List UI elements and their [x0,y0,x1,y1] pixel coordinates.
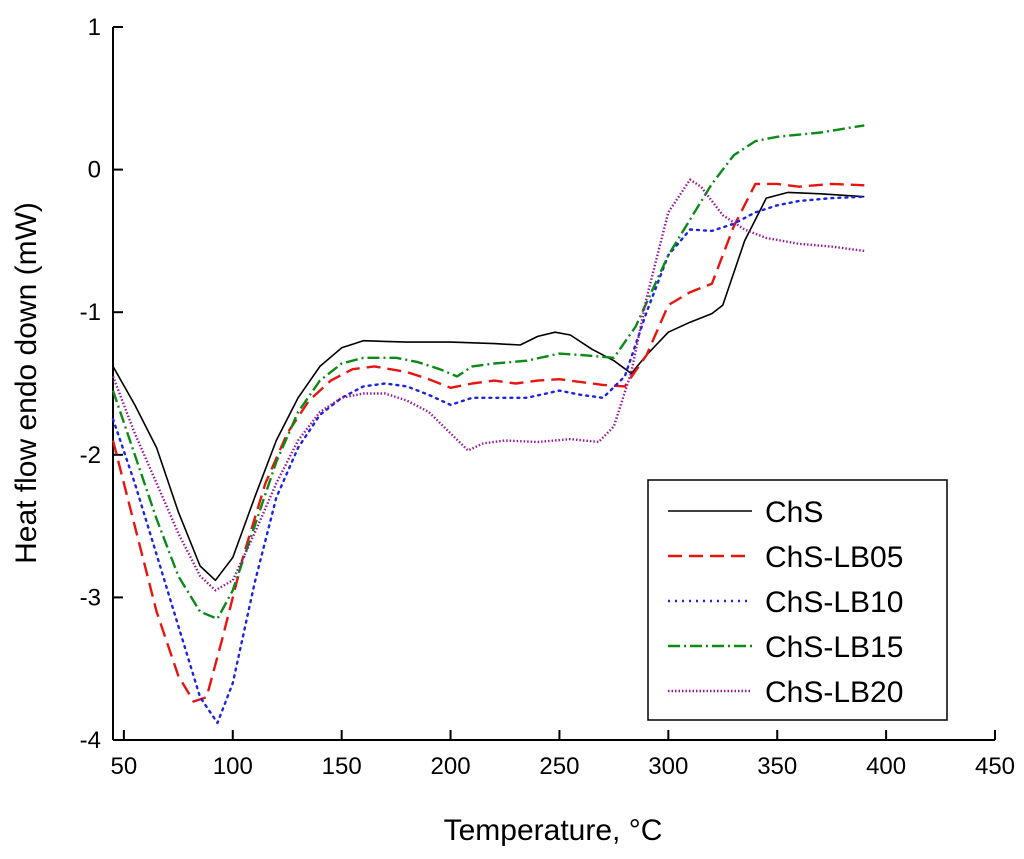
y-tick-label: -2 [80,442,101,469]
series-line-chs-lb05 [111,182,865,703]
legend-label-chs: ChS [765,496,823,529]
series-line-chs-lb10 [111,195,866,725]
x-tick-label: 400 [866,753,906,780]
x-tick-label: 450 [975,753,1015,780]
y-axis-label: Heat flow endo down (mW) [10,202,43,564]
legend: ChS ChS-LB05 ChS-LB10 ChS-LB15 ChS-LB20 [647,479,948,721]
y-tick-label: -1 [80,299,101,326]
legend-label-chs-lb10: ChS-LB10 [765,586,903,619]
legend-label-chs-lb05: ChS-LB05 [765,541,903,574]
y-tick-label: -4 [80,727,101,754]
x-axis-label: Temperature, °C [444,814,663,847]
x-tick-label: 100 [213,753,253,780]
x-tick-label: 350 [757,753,797,780]
y-tick-label: -3 [80,584,101,611]
x-tick-label: 150 [322,753,362,780]
x-tick-label: 200 [431,753,471,780]
y-tick-label: 0 [88,157,101,184]
plot-frame [112,27,995,741]
series-layer [111,124,866,725]
series-line-chs [112,191,865,582]
legend-label-chs-lb15: ChS-LB15 [765,631,903,664]
x-tick-label: 250 [539,753,579,780]
y-tick-label: 1 [88,14,101,41]
y-ticks: -4 -3 -2 -1 0 1 [80,14,123,754]
legend-label-chs-lb20: ChS-LB20 [765,676,903,709]
series-line-chs-lb15 [111,124,865,620]
x-tick-label: 300 [648,753,688,780]
x-tick-label: 50 [111,753,138,780]
series-line-chs-lb20 [111,178,865,592]
x-ticks: 50 100 150 200 250 300 350 400 450 [111,730,1015,780]
